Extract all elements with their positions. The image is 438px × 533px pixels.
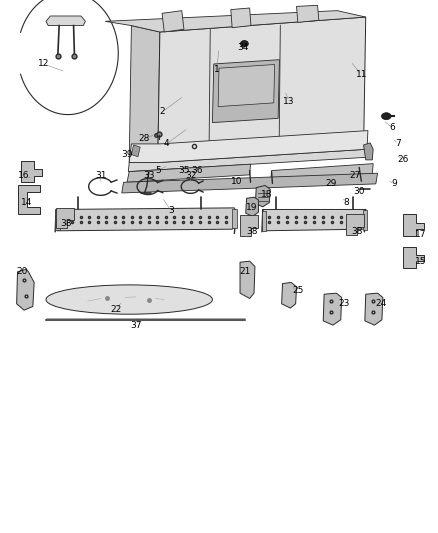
Polygon shape <box>365 293 383 325</box>
Polygon shape <box>246 197 258 216</box>
Text: 36: 36 <box>191 166 203 175</box>
Text: 31: 31 <box>95 172 106 180</box>
Text: 22: 22 <box>110 305 122 313</box>
Text: 18: 18 <box>261 190 273 199</box>
Text: 25: 25 <box>292 286 304 295</box>
Text: 32: 32 <box>185 172 196 180</box>
Text: 12: 12 <box>38 60 49 68</box>
Text: 38: 38 <box>60 220 71 228</box>
Polygon shape <box>122 173 378 193</box>
Text: 6: 6 <box>389 124 395 132</box>
Text: 1: 1 <box>214 65 220 74</box>
Polygon shape <box>212 60 279 123</box>
Text: 15: 15 <box>415 257 426 265</box>
Text: 37: 37 <box>130 321 141 329</box>
Polygon shape <box>323 293 342 325</box>
Text: 10: 10 <box>231 177 242 185</box>
Polygon shape <box>263 209 366 231</box>
Polygon shape <box>282 282 297 308</box>
Polygon shape <box>18 185 40 214</box>
Text: 4: 4 <box>164 140 169 148</box>
Text: 3: 3 <box>168 206 174 215</box>
Polygon shape <box>56 208 74 228</box>
Text: 11: 11 <box>356 70 367 79</box>
Polygon shape <box>21 161 42 182</box>
Polygon shape <box>129 26 160 168</box>
Polygon shape <box>105 11 366 32</box>
Polygon shape <box>158 17 366 168</box>
Polygon shape <box>231 8 251 28</box>
Polygon shape <box>129 131 368 163</box>
Text: 38: 38 <box>351 228 363 236</box>
Polygon shape <box>162 11 184 32</box>
Polygon shape <box>271 164 373 181</box>
Polygon shape <box>56 208 237 231</box>
Text: 35: 35 <box>178 166 190 175</box>
Text: 7: 7 <box>396 140 402 148</box>
Polygon shape <box>131 145 140 157</box>
Text: 21: 21 <box>240 268 251 276</box>
Polygon shape <box>218 64 275 107</box>
Text: 16: 16 <box>18 172 30 180</box>
Text: 33: 33 <box>143 172 155 180</box>
Text: 38: 38 <box>246 228 258 236</box>
Text: 28: 28 <box>139 134 150 143</box>
Polygon shape <box>403 247 424 268</box>
Ellipse shape <box>240 41 248 47</box>
Text: 24: 24 <box>375 300 387 308</box>
Polygon shape <box>240 215 258 236</box>
Bar <box>262 211 266 231</box>
Text: 27: 27 <box>349 172 360 180</box>
Polygon shape <box>297 5 319 22</box>
Ellipse shape <box>381 112 391 120</box>
Bar <box>55 210 60 230</box>
Text: 34: 34 <box>237 44 249 52</box>
Bar <box>232 209 237 228</box>
Text: 20: 20 <box>16 268 28 276</box>
Polygon shape <box>255 185 270 207</box>
Text: 8: 8 <box>343 198 349 207</box>
Text: 29: 29 <box>325 180 336 188</box>
Polygon shape <box>240 261 255 298</box>
Polygon shape <box>46 16 85 26</box>
Polygon shape <box>346 214 364 235</box>
Polygon shape <box>403 214 424 236</box>
Text: 2: 2 <box>159 108 165 116</box>
Text: 5: 5 <box>155 166 161 175</box>
Polygon shape <box>127 164 251 182</box>
Text: 30: 30 <box>353 188 365 196</box>
Text: 23: 23 <box>338 300 350 308</box>
Text: 26: 26 <box>397 156 409 164</box>
Text: 39: 39 <box>121 150 133 159</box>
Ellipse shape <box>46 285 212 314</box>
Polygon shape <box>364 143 373 160</box>
Text: 13: 13 <box>283 97 295 106</box>
Text: 14: 14 <box>21 198 32 207</box>
Polygon shape <box>128 149 368 172</box>
Text: 9: 9 <box>391 180 397 188</box>
Text: 17: 17 <box>415 230 426 239</box>
Bar <box>363 210 367 230</box>
Polygon shape <box>17 269 34 310</box>
Text: 19: 19 <box>246 204 258 212</box>
